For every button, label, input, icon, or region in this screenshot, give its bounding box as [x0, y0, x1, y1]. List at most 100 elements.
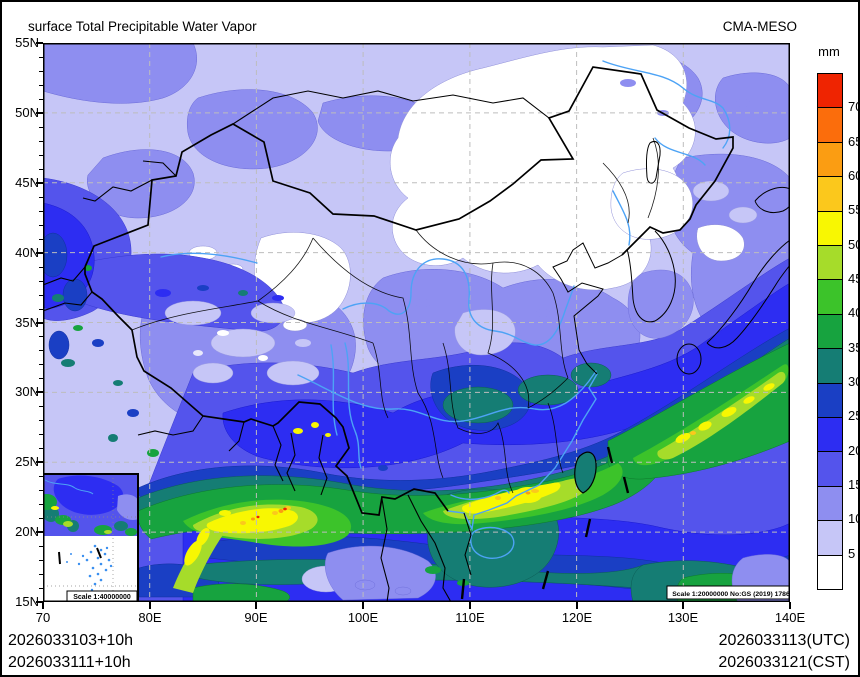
lat-minor-tick — [39, 378, 43, 379]
lon-tick-label: 100E — [347, 610, 379, 625]
lon-tick-mark — [362, 602, 364, 609]
lat-tick-mark — [36, 322, 43, 324]
page-title: surface Total Precipitable Water Vapor — [28, 19, 257, 34]
lat-minor-tick — [39, 99, 43, 100]
colorbar-label: 15 — [848, 477, 858, 492]
fill-pockets — [164, 180, 790, 602]
lon-tick-mark — [149, 602, 151, 609]
lat-minor-tick — [39, 350, 43, 351]
colorbar-cell — [818, 418, 842, 453]
colorbar-cell — [818, 280, 842, 315]
lat-minor-tick — [39, 281, 43, 282]
lat-minor-tick — [39, 127, 43, 128]
lat-minor-tick — [39, 336, 43, 337]
colorbar-cell — [818, 177, 842, 212]
lat-tick-mark — [36, 112, 43, 114]
lon-tick-label: 130E — [667, 610, 699, 625]
gridlines — [43, 43, 790, 602]
lat-tick-label: 35N — [15, 315, 39, 330]
lat-minor-tick — [39, 518, 43, 519]
colorbar-cell — [818, 452, 842, 487]
colorbar-label: 35 — [848, 340, 858, 355]
lat-minor-tick — [39, 267, 43, 268]
lon-tick-mark — [255, 602, 257, 609]
lat-minor-tick — [39, 71, 43, 72]
colorbar-cell — [818, 486, 842, 522]
colorbar-cell — [818, 246, 842, 281]
lon-tick-mark — [469, 602, 471, 609]
lat-tick-label: 25N — [15, 454, 39, 469]
lat-minor-tick — [39, 546, 43, 547]
init-time-utc: 2026033103+10h — [8, 632, 134, 649]
colorbar-label: 30 — [848, 374, 858, 389]
lon-tick-mark — [42, 602, 44, 609]
lat-minor-tick — [39, 588, 43, 589]
lat-minor-tick — [39, 211, 43, 212]
lon-tick-label: 110E — [455, 610, 485, 625]
lat-minor-tick — [39, 406, 43, 407]
lon-tick-label: 120E — [561, 610, 593, 625]
lat-minor-tick — [39, 155, 43, 156]
lon-tick-label: 70 — [35, 610, 51, 625]
colorbar-cell — [818, 521, 842, 556]
colorbar-label: 50 — [848, 237, 858, 252]
weather-map: Scale 1:40000000 Scale 1:20000000 No:GS … — [41, 41, 792, 604]
colorbar-label: 70 — [848, 99, 858, 114]
colorbar-cell — [818, 142, 842, 178]
colorbar-label: 65 — [848, 134, 858, 149]
colorbar-cell — [818, 211, 842, 247]
valid-time-cst: 2026033121(CST) — [718, 654, 850, 671]
colorbar — [817, 73, 843, 590]
init-time-cst: 2026033111+10h — [8, 654, 131, 671]
colorbar-cell — [818, 74, 842, 109]
lat-minor-tick — [39, 448, 43, 449]
lat-minor-tick — [39, 141, 43, 142]
lat-tick-mark — [36, 601, 43, 603]
valid-time-utc: 2026033113(UTC) — [718, 632, 850, 649]
lat-minor-tick — [39, 169, 43, 170]
lat-minor-tick — [39, 364, 43, 365]
lat-tick-mark — [36, 531, 43, 533]
scale-note-box: Scale 1:20000000 No:GS (2019) 1786 — [666, 585, 790, 600]
lon-tick-label: 90E — [244, 610, 268, 625]
lat-minor-tick — [39, 560, 43, 561]
lat-minor-tick — [39, 225, 43, 226]
colorbar-cell — [818, 555, 842, 590]
sea-boundary-dashes — [460, 446, 630, 600]
model-name-label: CMA-MESO — [722, 19, 797, 34]
lat-minor-tick — [39, 197, 43, 198]
colorbar-unit-label: mm — [818, 44, 840, 59]
lat-tick-mark — [36, 182, 43, 184]
lat-minor-tick — [39, 504, 43, 505]
lat-minor-tick — [39, 476, 43, 477]
lat-minor-tick — [39, 574, 43, 575]
main-scale-note: Scale 1:20000000 No:GS (2019) 1786 — [672, 591, 790, 598]
colorbar-label: 25 — [848, 408, 858, 423]
lon-tick-mark — [576, 602, 578, 609]
colorbar-cell — [818, 108, 842, 143]
lat-tick-mark — [36, 42, 43, 44]
lat-minor-tick — [39, 434, 43, 435]
lat-minor-tick — [39, 309, 43, 310]
lat-tick-label: 50N — [15, 105, 39, 120]
colorbar-cell — [818, 349, 842, 384]
lat-tick-label: 45N — [15, 175, 39, 190]
colorbar-label: 40 — [848, 305, 858, 320]
lat-minor-tick — [39, 420, 43, 421]
lat-minor-tick — [39, 57, 43, 58]
colorbar-label: 20 — [848, 443, 858, 458]
lon-tick-label: 80E — [138, 610, 162, 625]
lat-tick-mark — [36, 252, 43, 254]
borders — [43, 66, 790, 602]
lat-tick-mark — [36, 391, 43, 393]
fill-high-specks — [240, 431, 696, 525]
lat-minor-tick — [39, 295, 43, 296]
lat-minor-tick — [39, 85, 43, 86]
inset-map: Scale 1:40000000 — [43, 473, 139, 602]
lon-tick-mark — [789, 602, 791, 609]
lat-tick-label: 15N — [15, 594, 39, 609]
lon-tick-label: 140E — [774, 610, 806, 625]
map-canvas: Scale 1:40000000 Scale 1:20000000 No:GS … — [41, 41, 792, 604]
lat-minor-tick — [39, 239, 43, 240]
